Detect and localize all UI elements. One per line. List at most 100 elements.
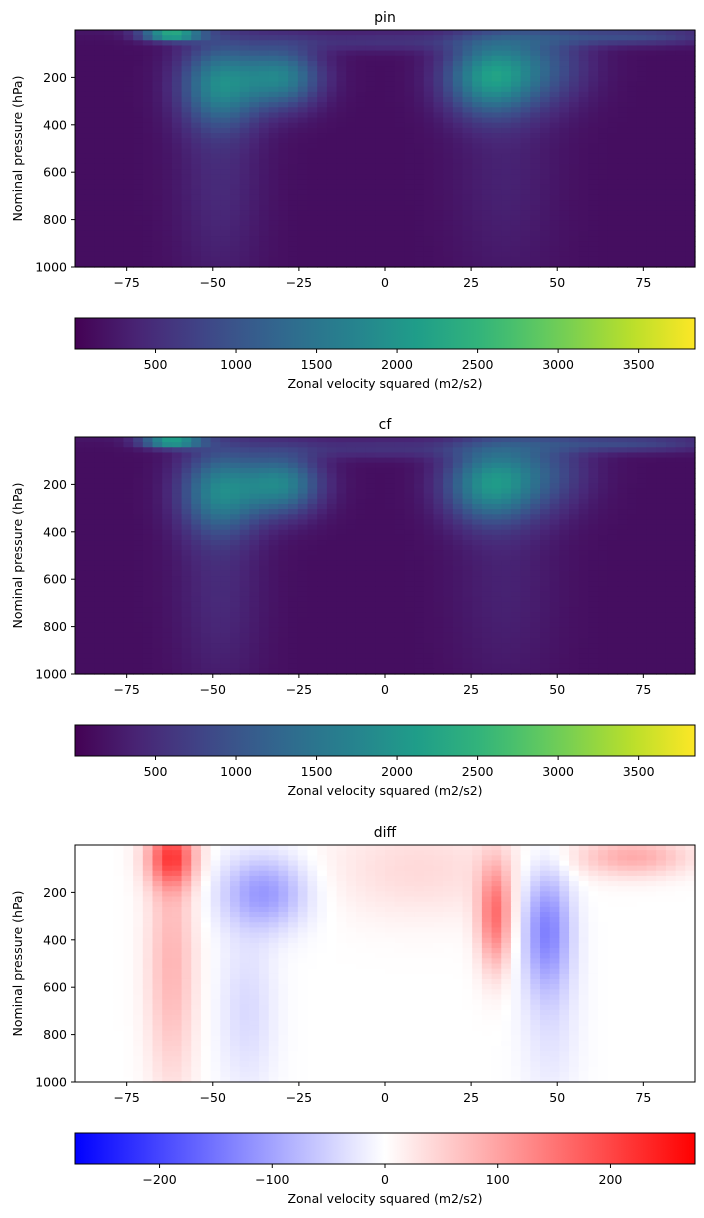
heatmap-cell <box>433 143 444 150</box>
heatmap-cell <box>181 117 192 124</box>
heatmap-cell <box>268 143 280 150</box>
heatmap-cell <box>297 35 309 41</box>
heatmap-cell <box>452 102 464 108</box>
heatmap-cell <box>133 86 144 93</box>
heatmap-cell <box>336 509 347 515</box>
heatmap-cell <box>142 81 154 88</box>
heatmap-cell <box>249 467 260 474</box>
heatmap-cell <box>200 488 212 495</box>
heatmap-cell <box>200 66 212 72</box>
heatmap-cell <box>162 30 173 36</box>
heatmap-cell <box>501 503 512 510</box>
heatmap-cell <box>675 40 686 47</box>
heatmap-cell <box>230 509 241 515</box>
heatmap-cell <box>598 45 609 52</box>
heatmap-cell <box>307 591 318 598</box>
heatmap-cell <box>365 138 376 144</box>
heatmap-cell <box>385 540 396 546</box>
heatmap-cell <box>181 60 192 67</box>
heatmap-cell <box>191 200 202 206</box>
heatmap-cell <box>278 447 289 454</box>
heatmap-cell <box>365 189 376 196</box>
heatmap-cell <box>239 107 250 114</box>
heatmap-cell <box>191 246 202 253</box>
heatmap-cell <box>549 179 560 186</box>
heatmap-cell <box>142 251 154 258</box>
heatmap-cell <box>530 45 541 52</box>
heatmap-cell <box>239 60 250 67</box>
heatmap-cell <box>317 529 328 536</box>
heatmap-cell <box>259 524 270 531</box>
heatmap-cell <box>481 241 493 247</box>
heatmap-cell <box>656 45 667 52</box>
heatmap-cell <box>617 112 628 119</box>
heatmap-cell <box>278 251 289 258</box>
heatmap-cell <box>375 519 386 526</box>
heatmap-cell <box>685 71 696 77</box>
heatmap-cell <box>540 437 551 443</box>
heatmap-cell <box>394 519 405 526</box>
heatmap-cell <box>394 122 405 129</box>
heatmap-cell <box>239 122 250 129</box>
heatmap-cell <box>288 194 299 201</box>
heatmap-cell <box>646 76 657 83</box>
heatmap-cell <box>75 30 86 36</box>
heatmap-cell <box>142 581 154 588</box>
heatmap-cell <box>540 545 551 551</box>
heatmap-cell <box>607 225 619 232</box>
heatmap-cell <box>578 241 590 247</box>
heatmap-cell <box>627 261 638 268</box>
heatmap-cell <box>297 158 309 165</box>
heatmap-cell <box>152 545 163 551</box>
heatmap-cell <box>636 462 648 469</box>
heatmap-cell <box>627 236 638 242</box>
heatmap-cell <box>268 529 280 536</box>
heatmap-cell <box>210 158 221 165</box>
heatmap-cell <box>423 550 435 557</box>
heatmap-cell <box>113 230 125 237</box>
heatmap-cell <box>481 581 493 588</box>
heatmap-cell <box>685 519 696 526</box>
heatmap-cell <box>210 241 221 247</box>
heatmap-cell <box>394 540 405 546</box>
heatmap-cell <box>94 50 105 57</box>
heatmap-cell <box>569 143 580 150</box>
heatmap-cell <box>617 447 628 454</box>
heatmap-cell <box>84 503 95 510</box>
heatmap-cell <box>278 148 289 155</box>
heatmap-cell <box>123 189 134 196</box>
heatmap-cell <box>588 586 599 593</box>
heatmap-cell <box>288 210 299 217</box>
heatmap-cell <box>365 71 376 77</box>
heatmap-cell <box>481 45 493 52</box>
heatmap-cell <box>578 447 590 454</box>
heatmap-cell <box>365 565 376 572</box>
heatmap-cell <box>491 540 502 546</box>
heatmap-cell <box>501 215 512 222</box>
heatmap-cell <box>627 117 638 124</box>
heatmap-cell <box>75 524 86 531</box>
heatmap-cell <box>355 205 367 211</box>
heatmap-cell <box>142 452 154 459</box>
heatmap-cell <box>210 30 221 36</box>
heatmap-cell <box>326 133 338 139</box>
heatmap-cell <box>452 581 464 588</box>
heatmap-cell <box>569 576 580 582</box>
heatmap-cell <box>326 153 338 160</box>
heatmap-cell <box>481 545 493 551</box>
heatmap-cell <box>317 76 328 83</box>
heatmap-cell <box>94 45 105 52</box>
heatmap-cell <box>607 86 619 93</box>
heatmap-cell <box>530 241 541 247</box>
heatmap-cell <box>259 55 270 62</box>
heatmap-cell <box>94 488 105 495</box>
heatmap-cell <box>394 66 405 72</box>
heatmap-cell <box>278 122 289 129</box>
heatmap-cell <box>510 581 522 588</box>
heatmap-cell <box>239 133 250 139</box>
heatmap-cell <box>200 91 212 98</box>
heatmap-cell <box>394 45 405 52</box>
heatmap-cell <box>617 71 628 77</box>
heatmap-cell <box>385 437 396 443</box>
heatmap-cell <box>598 540 609 546</box>
